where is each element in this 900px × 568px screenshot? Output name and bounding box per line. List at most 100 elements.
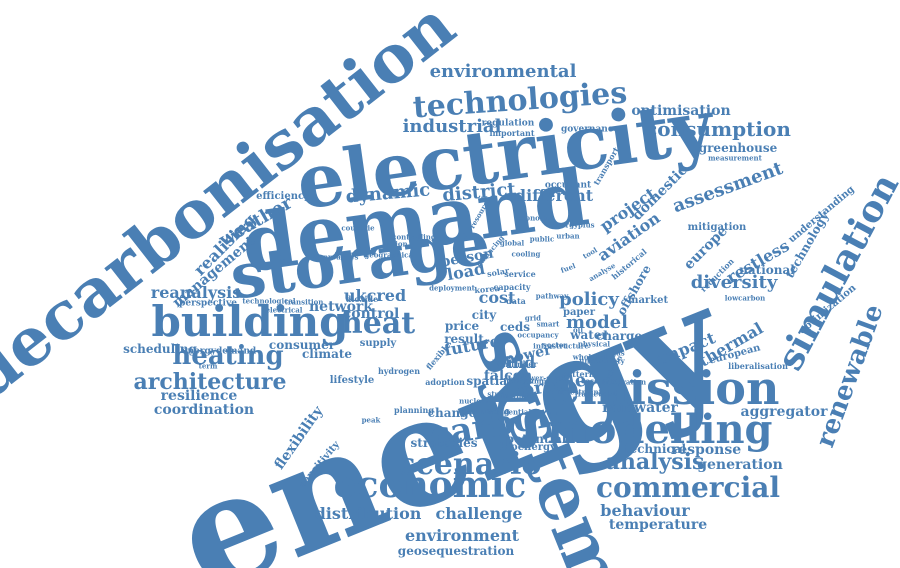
word-residential: residential	[488, 407, 532, 417]
word-oil: oil	[573, 325, 583, 335]
word-occupant: occupant	[544, 180, 592, 191]
word-heating: heating	[172, 341, 284, 371]
word-technological: technological	[242, 296, 296, 306]
word-market: market	[627, 295, 669, 306]
word-energydemand: energydemand	[181, 346, 257, 357]
word-mitigation: mitigation	[687, 222, 747, 233]
word-public: public	[529, 234, 555, 244]
word-countrie: countrie	[341, 223, 375, 233]
word-scenario: scenario	[398, 447, 542, 482]
word-grid: grid	[524, 313, 542, 323]
word-analysis: analysis	[605, 449, 705, 475]
word-policy: policy	[559, 289, 619, 310]
word-gas: gas	[611, 348, 625, 358]
word-paper: paper	[562, 307, 596, 318]
word-economic: economic	[333, 464, 527, 506]
word-transition: transition	[284, 297, 324, 307]
word-liberalisation: liberalisation	[728, 361, 788, 371]
word-ukcred: ukcred	[343, 286, 407, 305]
word-technical: technical	[623, 442, 687, 456]
word-heat: heat	[340, 306, 416, 341]
word-charge: charge	[595, 329, 643, 343]
word-temperature: temperature	[608, 517, 708, 533]
word-method: method	[501, 391, 531, 401]
word-peak: peak	[361, 415, 381, 425]
word-lifestyle: lifestyle	[329, 375, 375, 386]
word-physical: physical	[577, 339, 611, 349]
word-aggregator: aggregator	[740, 404, 828, 420]
word-response: response	[670, 442, 742, 458]
word-dioxide: dioxide	[345, 294, 379, 304]
word-service: service	[504, 269, 536, 279]
word-environment: environment	[404, 526, 520, 545]
word-consumer: consumer	[268, 338, 336, 352]
word-energyplus: energyplus	[551, 220, 595, 230]
word-coordination: coordination	[153, 402, 255, 418]
word-distribution: distribution	[314, 504, 422, 523]
word-pattern: pattern	[561, 369, 595, 379]
word-wind: wind	[492, 353, 536, 372]
word-strategies: strategies	[410, 436, 478, 450]
word-bioenergy: bioenergy	[500, 442, 556, 453]
word-regulation: regulation	[481, 118, 535, 129]
word-rainwater: rainwater	[602, 400, 678, 416]
word-deployment: deployment	[429, 283, 475, 293]
word-greenhouse: greenhouse	[698, 141, 778, 155]
word-model: model	[566, 312, 628, 333]
word-number: number	[502, 359, 538, 369]
word-cooling: cooling	[511, 249, 541, 259]
word-approaches: approaches	[313, 252, 359, 262]
word-result: result	[444, 332, 484, 346]
word-spatial: spatial	[466, 374, 512, 388]
word-uncertainty: uncertainty	[579, 356, 625, 366]
word-emission: emission	[550, 361, 780, 415]
word-infrastructure: infrastructure	[533, 341, 589, 351]
word-global: global	[499, 238, 525, 248]
word-architecture: architecture	[133, 369, 287, 395]
word-controlling: controlling	[392, 232, 436, 242]
word-challenge: challenge	[435, 504, 523, 523]
word-commercial: commercial	[595, 471, 781, 504]
word-city: city	[471, 308, 497, 322]
word-pathway: pathway	[535, 291, 569, 301]
word-sector: sector	[542, 340, 568, 350]
word-important: important	[489, 128, 535, 138]
word-occupancy: occupancy	[517, 330, 559, 340]
word-capacity: capacity	[493, 282, 531, 292]
word-tool: tool	[581, 245, 599, 261]
word-option: option	[382, 239, 408, 249]
word-smart: smart	[536, 319, 560, 329]
word-hydrogen: hydrogen	[377, 366, 421, 376]
word-industrial: industrial	[402, 116, 502, 137]
word-behaviour: behaviour	[600, 501, 690, 520]
word-scheduling: scheduling	[123, 342, 197, 356]
word-framework: framework	[574, 389, 618, 399]
word-study: study	[487, 389, 509, 399]
word-generation: generation	[697, 457, 783, 473]
word-building: building	[151, 297, 349, 346]
word-diversity: diversity	[690, 272, 778, 293]
word-geosequestration: geosequestration	[397, 544, 515, 558]
word-national: national	[739, 263, 795, 277]
word-falcon: falcon	[483, 368, 533, 384]
word-evaluating: evaluating	[462, 406, 510, 416]
word-economy: economy	[516, 213, 552, 223]
word-electrical: electrical	[265, 305, 303, 315]
word-fuel: fuel	[559, 261, 577, 275]
word-wholesale: wholesale	[572, 352, 612, 362]
word-geographical: geographical	[364, 250, 416, 260]
word-urban: urban	[556, 231, 580, 241]
word-potential: potential	[505, 432, 567, 446]
word-power-sector: power-sector	[519, 373, 571, 383]
word-data: data	[506, 296, 526, 306]
word-nuclear: nuclear	[459, 396, 489, 406]
word-cost: cost	[478, 288, 516, 307]
word-modelling: modelling	[547, 406, 773, 453]
word-change: change	[427, 406, 477, 420]
word-adoption: adoption	[425, 377, 465, 387]
word-optimisation: optimisation	[631, 103, 731, 119]
word-heat-pump: heat-pump	[503, 376, 547, 386]
word-price: price	[444, 319, 480, 333]
word-water: water	[570, 328, 608, 342]
